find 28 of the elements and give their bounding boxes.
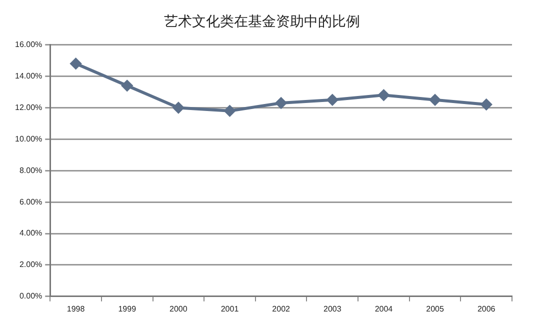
y-tick-label: 8.00% [19,166,42,175]
x-tick-label: 2001 [220,304,240,314]
point [122,80,133,92]
y-tick-label: 2.00% [19,260,42,270]
y-tick-label: 16.00% [14,40,42,50]
point [326,94,338,106]
point [224,105,236,116]
y-tick-label: 0.00% [19,292,42,301]
x-tick-label: 2003 [323,304,342,314]
y-tick-label: 4.00% [19,228,42,238]
chart-title: 艺术文化类在基金资助中的比例 [164,14,360,30]
y-tick-label: 6.00% [19,197,42,206]
point [70,58,82,70]
y-tick-label: 14.00% [14,71,42,80]
point [480,99,492,110]
point [276,97,287,108]
point [430,94,441,106]
x-tick-label: 2000 [170,304,188,314]
y-tick-label: 10.00% [14,134,42,144]
x-tick-label: 2004 [374,304,394,314]
y-tick-label: 12.00% [14,102,42,112]
x-tick-label: 2005 [426,304,444,314]
point [378,90,390,101]
x-tick-label: 2006 [477,304,496,314]
x-tick-label: 1999 [118,304,137,314]
x-tick-label: 1998 [66,304,86,314]
point [172,102,184,114]
x-tick-label: 2002 [272,304,291,314]
